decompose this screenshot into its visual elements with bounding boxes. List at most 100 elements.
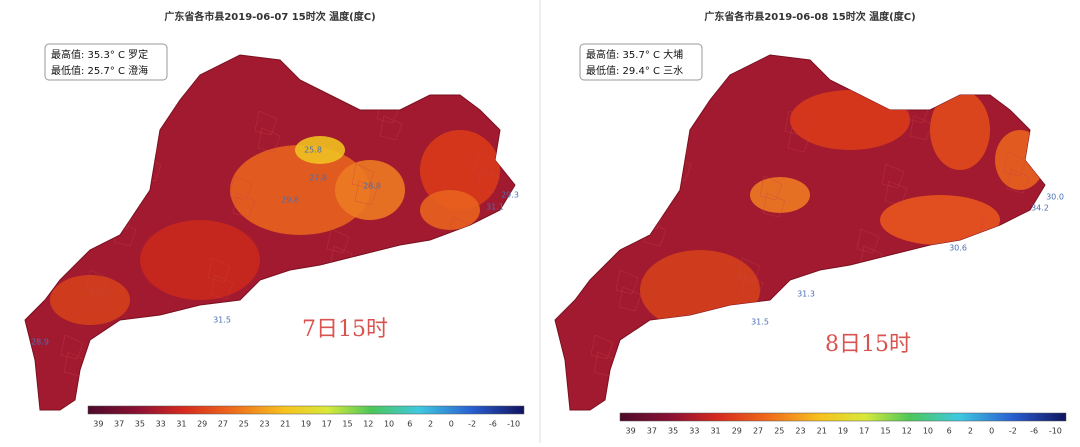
county-border: [590, 334, 614, 360]
colorbar-tick-label: 29: [197, 420, 207, 429]
county-border: [784, 110, 808, 136]
map-value-label: 29.8: [281, 196, 299, 205]
legend-box: [579, 43, 703, 81]
legend-max: 最高值: 35.3° C 罗定: [51, 48, 148, 61]
region: [335, 160, 405, 220]
county-border: [351, 163, 375, 189]
colorbar-tick-label: 25: [774, 427, 784, 436]
colorbar-tick-label: 10: [923, 427, 933, 436]
map-value-label: 27.8: [309, 174, 327, 183]
colorbar-tick-label: 0: [449, 420, 454, 429]
county-border: [759, 175, 783, 201]
colorbar-tick-label: 35: [668, 427, 678, 436]
county-border: [185, 339, 209, 365]
map-panel: 广东省各市县2019-06-08 15时次 温度(度C) 30.0 34.2 30.6…: [554, 10, 1067, 436]
county-border: [423, 281, 447, 307]
colorbar-tick-label: 27: [218, 420, 228, 429]
colorbar-tick-label: 17: [859, 427, 869, 436]
county-border: [379, 115, 403, 141]
county-border: [981, 233, 1005, 259]
county-border: [254, 110, 278, 136]
county-border: [568, 86, 592, 112]
colorbar-tick-label: 23: [259, 420, 269, 429]
county-border: [712, 322, 736, 348]
county-border: [88, 286, 112, 312]
colorbar-tick-label: 2: [428, 420, 433, 429]
colorbar-tick-label: -6: [1030, 427, 1038, 436]
map-value-label: 28.9: [31, 338, 49, 347]
colorbar-tick-label: 6: [947, 427, 952, 436]
county-border: [687, 387, 711, 410]
colorbar-tick-label: 12: [902, 427, 912, 436]
colorbar-tick-label: -10: [1049, 427, 1062, 436]
colorbar-tick-label: -6: [489, 420, 497, 429]
county-border: [232, 192, 256, 218]
caption: 8日15时: [825, 332, 911, 357]
map-value-label: 29.3: [501, 191, 519, 200]
colorbar-tick-label: -2: [1009, 427, 1017, 436]
legend-max: 最高值: 35.7° C 大埔: [586, 48, 683, 61]
county-border: [354, 180, 378, 206]
county-border: [210, 274, 234, 300]
county-border: [182, 322, 206, 348]
region: [995, 130, 1045, 190]
county-border: [762, 192, 786, 218]
region-layer: [35, 69, 500, 410]
county-border: [132, 122, 156, 148]
colorbar-tick-label: 25: [239, 420, 249, 429]
county-border: [909, 115, 933, 141]
region: [50, 275, 130, 325]
colorbar-tick-label: 10: [384, 420, 394, 429]
colorbar: [619, 412, 1067, 422]
county-border: [715, 339, 739, 365]
county-border: [60, 334, 84, 360]
map-value-label: 30.6: [949, 244, 967, 253]
county-border: [931, 363, 955, 389]
colorbar-tick-label: 15: [880, 427, 890, 436]
legend-min: 最低值: 29.4° C 三水: [586, 64, 683, 77]
county-border: [662, 122, 686, 148]
county-border: [953, 281, 977, 307]
region: [295, 136, 345, 164]
county-border: [737, 257, 761, 283]
county-border: [229, 175, 253, 201]
county-border: [451, 233, 475, 259]
map-panel: 广东省各市县2019-06-07 15时次 温度(度C) 25.8 27.8 28.8…: [24, 10, 525, 429]
colorbar-tick-label: 33: [689, 427, 699, 436]
county-border: [401, 363, 425, 389]
map-value-label: 31.5: [751, 318, 769, 327]
county-border: [934, 380, 958, 406]
county-border: [404, 380, 428, 406]
county-border: [884, 180, 908, 206]
map-value-label: 25.8: [304, 146, 322, 155]
colorbar-tick-label: 31: [176, 420, 186, 429]
region: [930, 90, 990, 170]
colorbar-tick-label: -2: [468, 420, 476, 429]
county-border: [1003, 151, 1027, 177]
colorbar-tick-label: 35: [135, 420, 145, 429]
county-border: [38, 86, 62, 112]
colorbar-tick-label: 31: [710, 427, 720, 436]
map-value-label: 31.3: [797, 290, 815, 299]
map-value-label: 34.2: [1031, 204, 1049, 213]
colorbar-tick-label: 27: [753, 427, 763, 436]
colorbar-tick-label: 15: [342, 420, 352, 429]
province-shape: [24, 54, 516, 411]
county-border: [809, 375, 833, 401]
county-border: [615, 269, 639, 295]
county-border: [740, 274, 764, 300]
colorbar-tick-label: 39: [93, 420, 103, 429]
map-value-label: 31.5: [213, 316, 231, 325]
region: [420, 190, 480, 230]
legend-box: [44, 43, 168, 81]
county-border: [326, 228, 350, 254]
colorbar-tick-label: 37: [114, 420, 124, 429]
county-border: [426, 298, 450, 324]
region: [140, 220, 260, 300]
county-border: [571, 103, 595, 129]
region: [750, 177, 810, 213]
county-border: [1006, 168, 1030, 194]
region: [880, 195, 1000, 245]
region: [790, 90, 910, 150]
